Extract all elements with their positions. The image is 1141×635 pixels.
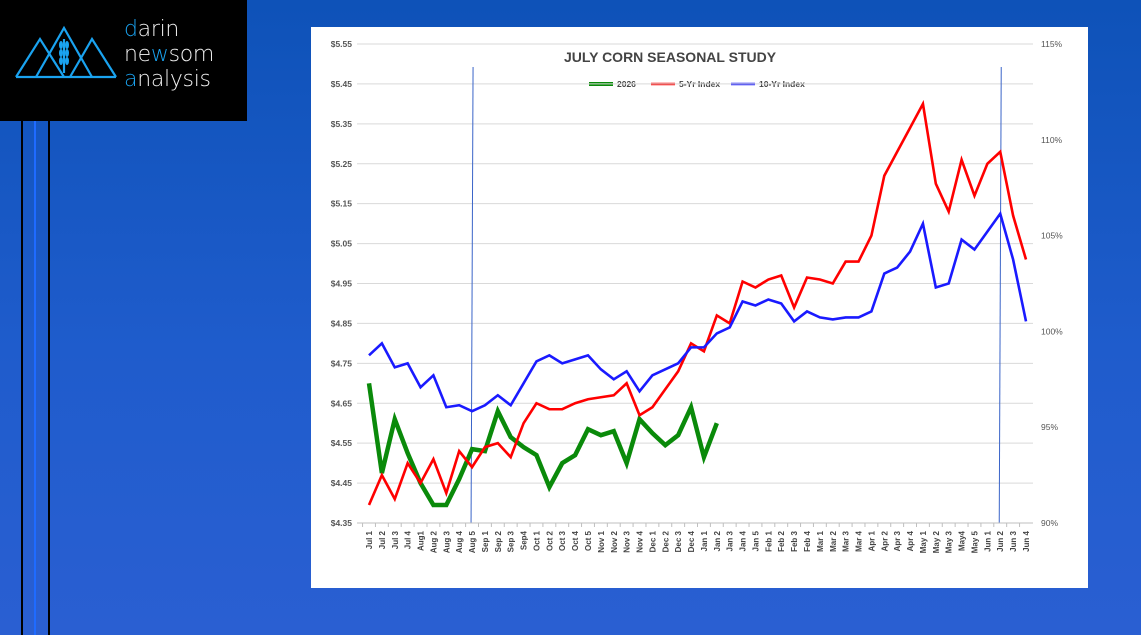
- y2-tick-label: 90%: [1041, 518, 1058, 528]
- series-lines: [366, 99, 1028, 508]
- y2-tick-label: 110%: [1041, 135, 1063, 145]
- x-tick-label: May 2: [932, 530, 941, 553]
- x-tick-label: Mar 3: [842, 530, 851, 551]
- x-tick-label: Jul 2: [378, 530, 387, 549]
- x-tick-label: Jun 1: [983, 530, 992, 551]
- y2-tick-label: 100%: [1041, 326, 1063, 336]
- decorative-line: [21, 121, 23, 635]
- x-tick-label: Dec 4: [687, 530, 696, 552]
- x-tick-label: Jan 1: [700, 530, 709, 551]
- x-tick-label: May4: [958, 530, 967, 551]
- y-tick-label: $4.55: [331, 438, 353, 448]
- x-tick-label: Feb 1: [764, 530, 773, 551]
- axes: $4.35 $4.45 $4.55 $4.65 $4.75 $4.85 $4.95 $5.05…: [331, 39, 1063, 553]
- x-tick-label: Oct 4: [571, 530, 580, 551]
- logo-letter: a: [124, 67, 138, 92]
- logo: darin newsom analysis: [0, 0, 247, 121]
- x-tick-label: Jun 2: [996, 530, 1005, 551]
- x-tick-label: Apr 2: [880, 530, 889, 551]
- logo-word: som: [168, 42, 215, 67]
- chart-title: JULY CORN SEASONAL STUDY: [564, 49, 777, 65]
- chart-card: JULY CORN SEASONAL STUDY 2026 5-Yr Index 1…: [311, 27, 1088, 588]
- x-tick-label: Apr 3: [893, 530, 902, 551]
- x-tick-label: Jul 1: [365, 530, 374, 549]
- x-tick-label: Sep4: [520, 530, 529, 550]
- y-tick-label: $4.95: [331, 279, 353, 289]
- x-tick-label: Jan 4: [739, 530, 748, 551]
- x-tick-label: Jun 3: [1009, 530, 1018, 551]
- y2-tick-label: 95%: [1041, 422, 1058, 432]
- x-tick-label: Jan 3: [726, 530, 735, 551]
- x-tick-label: Dec 3: [674, 530, 683, 552]
- y-tick-label: $4.45: [331, 478, 353, 488]
- series-line-10-yr-index: [368, 210, 1028, 413]
- x-tick-label: Jun 4: [1022, 530, 1031, 551]
- y-tick-label: $4.75: [331, 358, 353, 368]
- vertical-marker-line: [998, 66, 1002, 524]
- x-tick-label: Feb 2: [777, 530, 786, 551]
- x-tick-label: Aug1: [417, 530, 426, 551]
- logo-word: ne: [124, 42, 151, 67]
- x-tick-label: Nov 3: [623, 530, 632, 552]
- y-tick-label: $5.45: [331, 79, 353, 89]
- x-tick-label: Nov 2: [610, 530, 619, 552]
- logo-letter: w: [150, 42, 169, 67]
- seasonal-chart: JULY CORN SEASONAL STUDY 2026 5-Yr Index 1…: [331, 39, 1063, 553]
- x-tick-label: Mar 1: [816, 530, 825, 551]
- y2-tick-label: 115%: [1041, 39, 1063, 49]
- x-tick-label: Aug 4: [455, 530, 464, 553]
- x-tick-label: Nov 4: [636, 530, 645, 552]
- y-tick-label: $4.85: [331, 318, 353, 328]
- x-tick-label: May 5: [970, 530, 979, 553]
- x-tick-label: Oct 3: [558, 530, 567, 551]
- gridlines: [357, 43, 1033, 524]
- x-tick-label: Feb 3: [790, 530, 799, 551]
- y-tick-label: $5.55: [331, 39, 353, 49]
- y-tick-label: $5.25: [331, 159, 353, 169]
- x-tick-label: Oct 1: [532, 530, 541, 551]
- x-tick-label: Aug 3: [442, 530, 451, 553]
- x-tick-label: Jul 3: [391, 530, 400, 549]
- x-tick-label: Nov 1: [597, 530, 606, 552]
- x-tick-label: Jan 5: [751, 530, 760, 551]
- x-tick-label: Jul 4: [404, 530, 413, 549]
- x-tick-label: Dec 2: [661, 530, 670, 552]
- x-tick-label: Aug 5: [468, 530, 477, 553]
- logo-text: darin newsom analysis: [124, 17, 214, 92]
- x-tick-label: Mar 2: [829, 530, 838, 551]
- x-tick-label: Apr 1: [867, 530, 876, 551]
- x-tick-label: Apr 4: [906, 530, 915, 551]
- decorative-line: [34, 121, 36, 635]
- x-tick-label: Aug 2: [429, 530, 438, 553]
- x-tick-label: Mar 4: [855, 530, 864, 551]
- x-tick-label: Oct 5: [584, 530, 593, 551]
- x-tick-label: Feb 4: [803, 530, 812, 551]
- series-line-2026: [366, 382, 719, 508]
- x-tick-label: Oct 2: [545, 530, 554, 551]
- y-tick-label: $4.65: [331, 398, 353, 408]
- x-tick-label: Dec 1: [648, 530, 657, 552]
- mountain-wheat-logo-icon: [15, 25, 117, 79]
- y-tick-label: $5.35: [331, 119, 353, 129]
- x-tick-label: Sep 3: [507, 530, 516, 552]
- x-tick-label: Sep 1: [481, 530, 490, 552]
- y2-tick-label: 105%: [1041, 231, 1063, 241]
- x-tick-label: May 1: [919, 530, 928, 553]
- x-tick-label: Jan 2: [713, 530, 722, 551]
- logo-letter: d: [124, 17, 138, 42]
- x-tick-label: May 3: [945, 530, 954, 553]
- y-tick-label: $4.35: [331, 518, 353, 528]
- logo-word: arin: [137, 17, 180, 42]
- y-tick-label: $5.15: [331, 199, 353, 209]
- y-tick-label: $5.05: [331, 239, 353, 249]
- decorative-line: [48, 121, 50, 635]
- x-tick-label: Sep 2: [494, 530, 503, 552]
- logo-word: nalysis: [137, 67, 211, 92]
